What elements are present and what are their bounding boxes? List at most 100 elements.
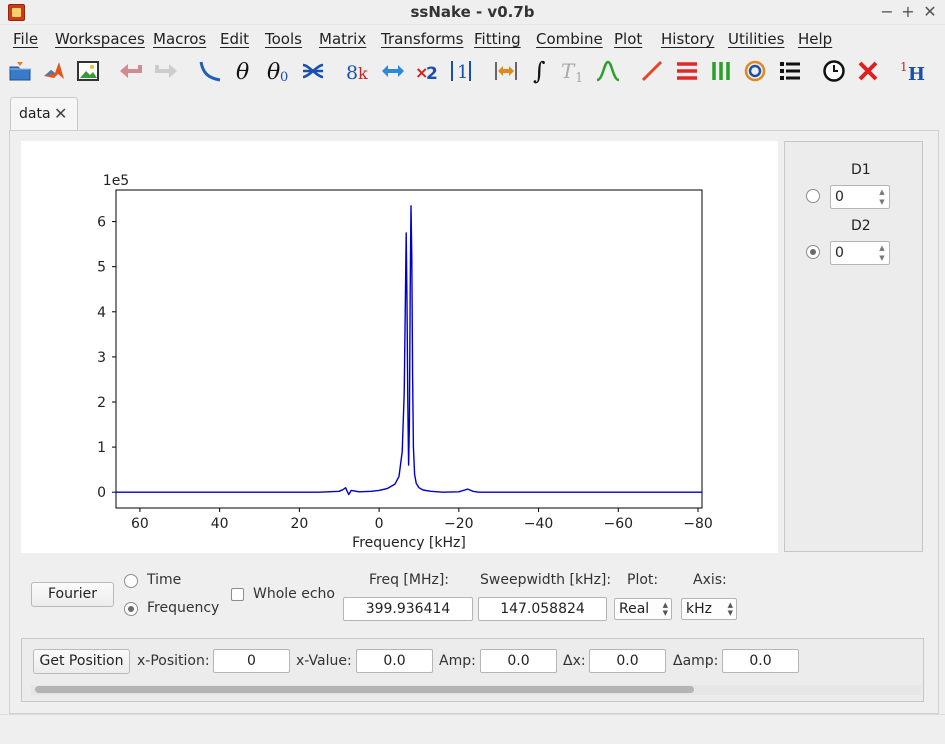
freq-label: Freq [MHz]: [369,572,450,588]
sweepwidth-label: Sweepwidth [kHz]: [480,572,612,588]
x-tick-label: −20 [444,516,474,532]
d2-radio[interactable] [806,245,820,259]
x-tick-label: 60 [131,516,149,532]
svg-text:1: 1 [575,71,583,83]
region-icon[interactable] [492,57,520,85]
dx-input[interactable]: 0.0 [589,649,666,673]
dimension-panel: D1 0 ▲ ▼ D2 0 ▲ ▼ [784,141,923,552]
x-tick-label: 0 [375,516,384,532]
d2-spinbox[interactable]: 0 ▲ ▼ [830,241,890,265]
open-folder-icon[interactable] [6,57,34,85]
svg-text:×: × [415,63,428,82]
tab-close-icon[interactable]: ✕ [54,104,68,123]
vertical-stack-icon[interactable] [707,57,735,85]
axis-select[interactable]: kHz ▲ ▼ [681,598,737,620]
x-tick-label: −40 [524,516,554,532]
svg-text:0: 0 [280,70,288,83]
menu-matrix[interactable]: Matrix [319,30,367,48]
image-export-icon[interactable] [74,57,102,85]
menu-file[interactable]: File [13,30,39,48]
y-tick-label: 0 [97,485,106,501]
matlab-icon[interactable] [40,57,68,85]
menu-tools[interactable]: Tools [265,30,302,48]
menu-workspaces[interactable]: Workspaces [55,30,145,48]
menu-utilities[interactable]: Utilities [728,30,785,48]
theta-phase-icon[interactable]: θ [230,57,258,85]
y-tick-label: 2 [97,395,106,411]
tab-strip: data ✕ [0,97,945,131]
spectrum-line [116,205,702,496]
svg-text:1: 1 [457,62,468,83]
damp-input[interactable]: 0.0 [722,649,799,673]
multiply-icon[interactable]: × 2 [413,57,441,85]
whole-echo-checkbox[interactable] [231,588,244,601]
amp-label: Amp: [439,653,476,669]
swap-echo-icon[interactable] [299,57,327,85]
tab-data[interactable]: data ✕ [10,97,78,131]
get-position-button[interactable]: Get Position [33,649,130,674]
svg-text:T: T [561,59,576,83]
x-position-label: x-Position: [137,653,210,669]
peak-deconvolution-icon[interactable] [594,57,622,85]
undo-icon[interactable] [117,57,145,85]
d1-spin-arrows-icon[interactable]: ▲ ▼ [879,188,885,206]
minimize-button[interactable]: − [880,2,894,21]
horizontal-scrollbar-thumb[interactable] [35,686,694,693]
y-tick-label: 1 [97,440,106,456]
history-icon[interactable] [820,57,848,85]
title-bar: ssNake - v0.7b − + ✕ [0,0,945,25]
freq-input[interactable]: 399.936414 [343,597,473,621]
line-plot-icon[interactable] [638,57,666,85]
frequency-radio[interactable] [124,602,138,616]
menu-combine[interactable]: Combine [536,30,603,48]
shift-data-icon[interactable] [379,57,407,85]
d1-label: D1 [851,162,871,178]
contour-icon[interactable] [741,57,769,85]
close-window-button[interactable]: ✕ [923,2,937,21]
menu-history[interactable]: History [661,30,715,48]
menu-transforms[interactable]: Transforms [381,30,464,48]
d2-spin-arrows-icon[interactable]: ▲ ▼ [879,244,885,262]
svg-text:∫: ∫ [533,58,546,84]
plot-label: Plot: [627,572,659,588]
d1-radio[interactable] [806,189,820,203]
x-tick-label: 40 [211,516,229,532]
menu-help[interactable]: Help [798,30,833,48]
d1-value: 0 [835,189,844,205]
redo-icon[interactable] [152,57,180,85]
amp-input[interactable]: 0.0 [480,649,557,673]
horizontal-stack-icon[interactable] [673,57,701,85]
menu-plot[interactable]: Plot [614,30,643,48]
svg-text:H: H [908,64,925,83]
x-position-input[interactable]: 0 [213,649,290,673]
menu-fitting[interactable]: Fitting [474,30,521,48]
d1-spinbox[interactable]: 0 ▲ ▼ [830,185,890,209]
x-value-label: x-Value: [296,653,352,669]
integral-icon[interactable]: ∫ [526,57,554,85]
time-radio[interactable] [124,574,138,588]
axis-select-value: kHz [686,601,712,617]
plot-canvas[interactable]: 60 40 20 0 −20 −40 −60 −80 0 1 2 3 4 5 6 1e5 Frequency [… [21,141,778,553]
time-label: Time [147,572,182,588]
svg-text:8: 8 [346,62,358,83]
fourier-button[interactable]: Fourier [31,582,114,607]
svg-text:k: k [358,64,368,83]
sweepwidth-input[interactable]: 147.058824 [478,597,607,621]
menu-edit[interactable]: Edit [220,30,250,48]
close-red-icon[interactable] [854,57,882,85]
plot-select[interactable]: Real ▲ ▼ [614,598,672,620]
list-icon[interactable] [776,57,804,85]
menu-macros[interactable]: Macros [153,30,207,48]
axis-label: Axis: [693,572,727,588]
damp-label: Δamp: [673,653,719,669]
apodize-icon[interactable] [196,57,224,85]
spectrum-plot[interactable]: 60 40 20 0 −20 −40 −60 −80 0 1 2 3 4 5 6 1e5 Frequency [… [21,141,778,553]
maximize-button[interactable]: + [901,2,915,21]
reference-icon[interactable]: 1 [447,57,475,85]
x-value-input[interactable]: 0.0 [356,649,433,673]
x-tick-label: −80 [683,516,713,532]
